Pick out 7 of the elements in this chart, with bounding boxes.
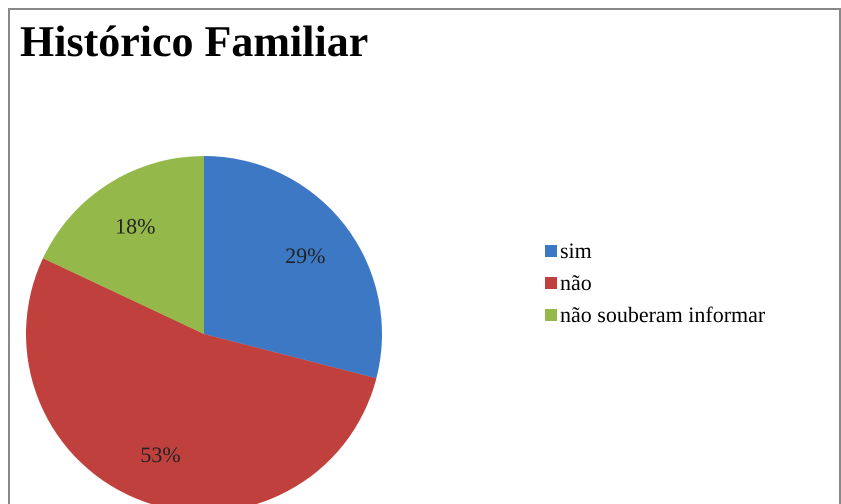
chart-title: Histórico Familiar: [20, 16, 368, 67]
data-label: 29%: [285, 242, 326, 268]
data-label: 18%: [115, 213, 156, 238]
legend-label: não souberam informar: [560, 302, 766, 328]
data-label: 53%: [140, 442, 181, 468]
legend-label: não: [560, 270, 592, 296]
legend-label: sim: [560, 238, 592, 264]
